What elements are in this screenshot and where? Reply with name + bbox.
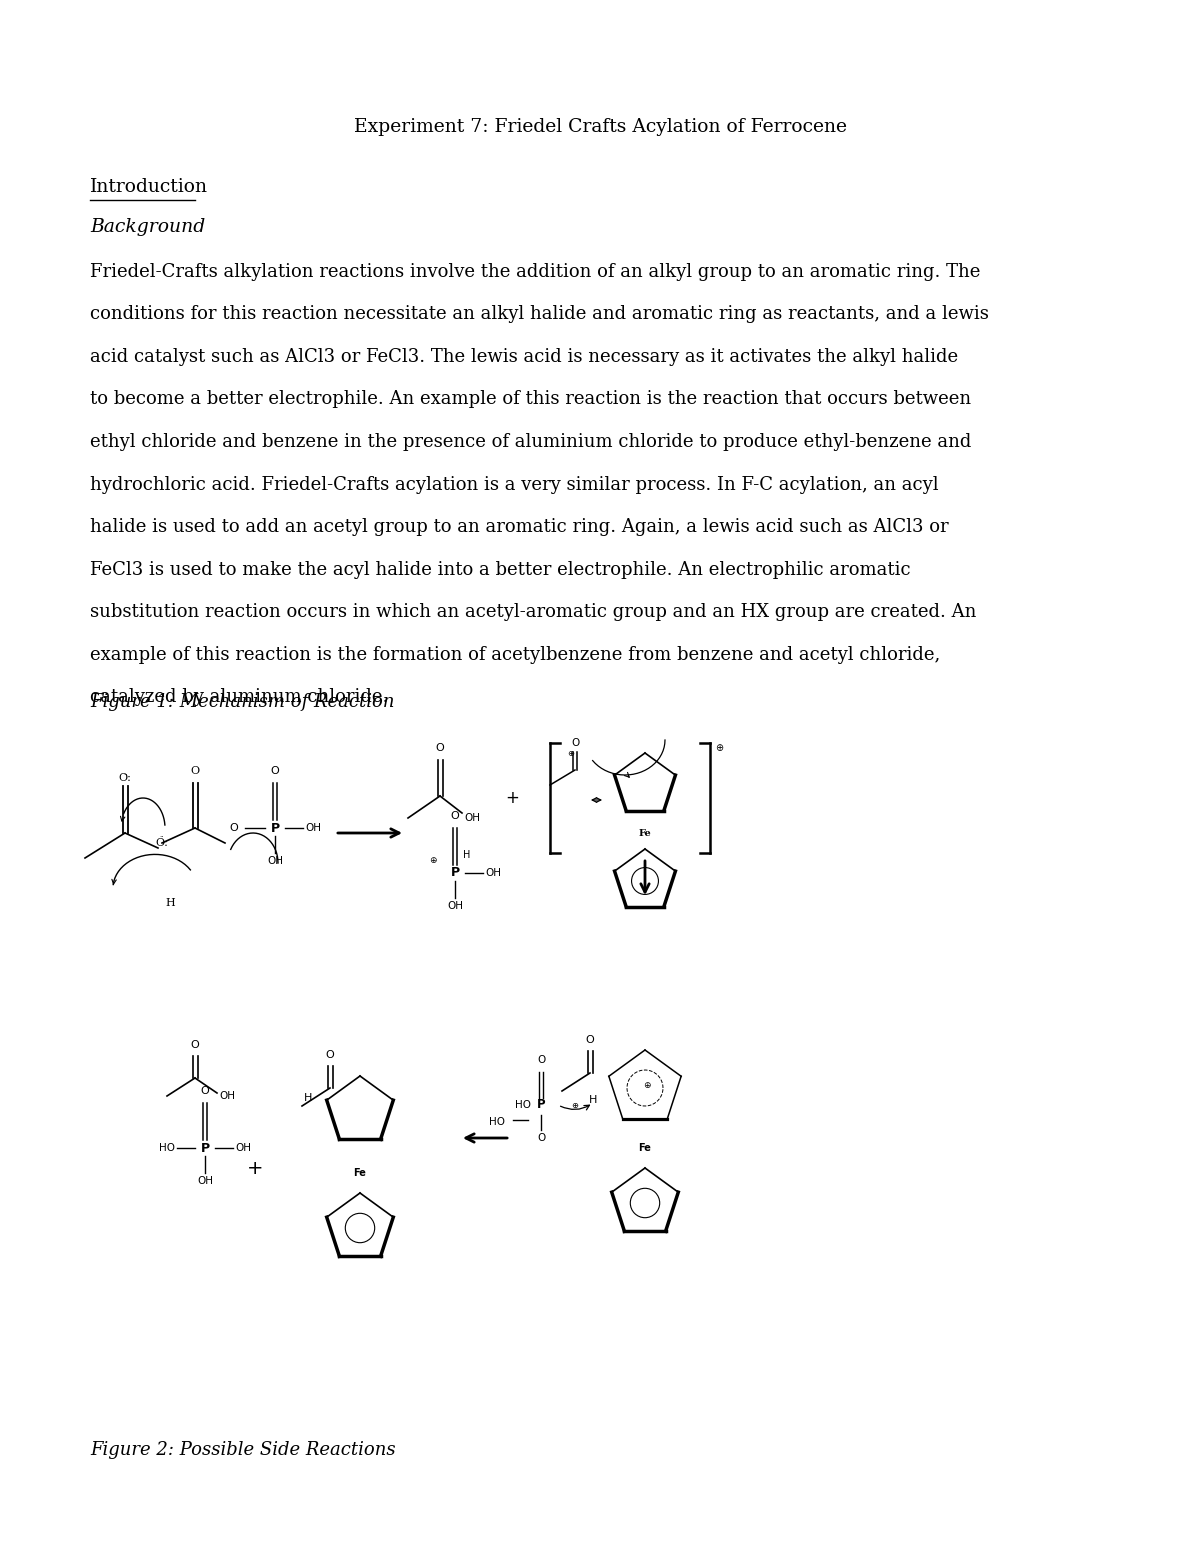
Text: conditions for this reaction necessitate an alkyl halide and aromatic ring as re: conditions for this reaction necessitate… [90,306,989,323]
Text: ..: .. [122,770,127,776]
Text: ⊕: ⊕ [643,1081,650,1090]
Text: H: H [166,898,175,909]
Text: P: P [270,822,280,834]
Text: example of this reaction is the formation of acetylbenzene from benzene and acet: example of this reaction is the formatio… [90,646,941,663]
Text: O: O [229,823,238,832]
Text: OH: OH [305,823,322,832]
Text: Figure 1: Mechanism of Reaction: Figure 1: Mechanism of Reaction [90,693,395,711]
Text: O: O [436,742,444,753]
Text: OH: OH [266,856,283,867]
Text: ⊕: ⊕ [568,749,574,758]
Text: Introduction: Introduction [90,179,208,196]
Text: H: H [589,1095,598,1106]
Text: Experiment 7: Friedel Crafts Acylation of Ferrocene: Experiment 7: Friedel Crafts Acylation o… [354,118,846,137]
Text: O: O [571,738,580,749]
Text: P: P [450,867,460,879]
Text: P: P [536,1098,545,1112]
Text: Background: Background [90,217,205,236]
Text: HO: HO [490,1117,505,1127]
Text: hydrochloric acid. Friedel-Crafts acylation is a very similar process. In F-C ac: hydrochloric acid. Friedel-Crafts acylat… [90,475,938,494]
Text: O: O [536,1134,545,1143]
Text: ⊕: ⊕ [715,742,724,753]
Text: P: P [200,1141,210,1154]
Text: OH: OH [235,1143,251,1152]
Text: ⊕: ⊕ [430,856,437,865]
Text: HO: HO [515,1100,532,1110]
Text: O: O [271,766,280,776]
Text: OH: OH [220,1092,235,1101]
Text: H: H [304,1093,312,1103]
Text: O: O [191,1041,199,1050]
Text: O: O [536,1054,545,1065]
Text: ethyl chloride and benzene in the presence of aluminium chloride to produce ethy: ethyl chloride and benzene in the presen… [90,433,971,450]
Text: to become a better electrophile. An example of this reaction is the reaction tha: to become a better electrophile. An exam… [90,390,971,408]
Text: Fe: Fe [638,828,652,837]
Text: H: H [463,849,470,860]
Text: FeCl3 is used to make the acyl halide into a better electrophile. An electrophil: FeCl3 is used to make the acyl halide in… [90,561,911,579]
Text: O: O [325,1050,335,1061]
Text: ⊕: ⊕ [571,1101,578,1109]
Text: halide is used to add an acetyl group to an aromatic ring. Again, a lewis acid s: halide is used to add an acetyl group to… [90,519,949,536]
Text: O: O [586,1034,594,1045]
Text: substitution reaction occurs in which an acetyl-aromatic group and an HX group a: substitution reaction occurs in which an… [90,603,977,621]
Text: Fe: Fe [354,1168,366,1179]
Text: HO: HO [160,1143,175,1152]
Text: Friedel-Crafts alkylation reactions involve the addition of an alkyl group to an: Friedel-Crafts alkylation reactions invo… [90,262,980,281]
Text: OH: OH [485,868,502,877]
Text: catalyzed by aluminum chloride.: catalyzed by aluminum chloride. [90,688,389,707]
Text: acid catalyst such as AlCl3 or FeCl3. The lewis acid is necessary as it activate: acid catalyst such as AlCl3 or FeCl3. Th… [90,348,958,367]
Text: O:: O: [119,773,132,783]
Text: ..: .. [160,832,164,839]
Text: OH: OH [448,901,463,912]
Text: O: O [200,1086,209,1096]
Text: Figure 2: Possible Side Reactions: Figure 2: Possible Side Reactions [90,1441,396,1458]
Text: O: O [451,811,460,822]
Text: OH: OH [464,814,480,823]
Text: O: O [191,766,199,776]
Text: O:: O: [156,839,168,848]
Text: +: + [505,789,518,808]
Text: OH: OH [197,1176,214,1186]
Text: +: + [247,1159,263,1177]
Text: Fe: Fe [638,1143,652,1152]
